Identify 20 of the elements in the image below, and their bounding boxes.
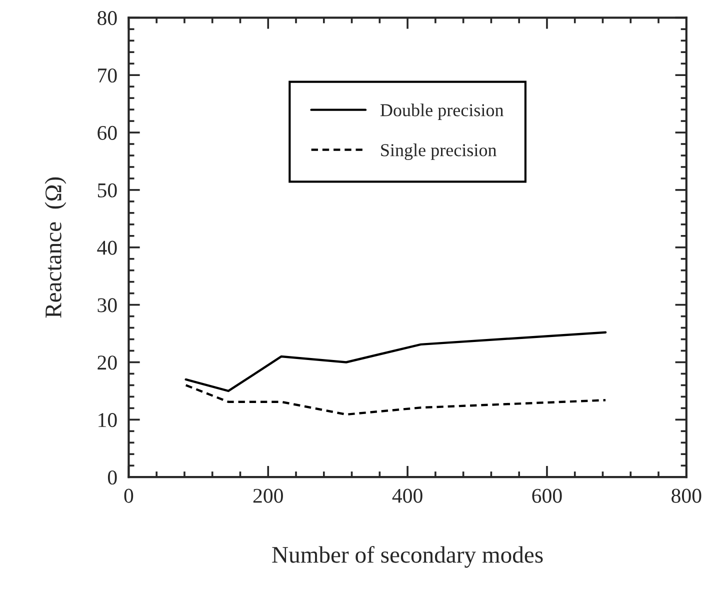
x-tick-label: 200 [253,488,283,503]
y-tick-label: 80 [98,11,117,26]
y-tick-label: 60 [98,126,117,140]
y-tick-label: 10 [98,413,117,428]
legend-label: Single precision [381,144,496,160]
y-tick-label: 70 [98,68,117,83]
y-axis-title: Reactance (Ω) [44,177,66,318]
x-tick-label: 600 [532,488,562,503]
line-series [184,331,607,392]
y-tick-label: 0 [108,470,117,485]
y-tick-label: 50 [98,183,117,198]
y-tick-label: 40 [97,240,117,255]
x-tick-label: 400 [392,488,422,503]
y-tick-label: 20 [98,356,117,370]
legend-label: Double precision [380,104,504,120]
x-tick-label: 0 [124,488,134,503]
line-series [184,384,607,416]
x-axis-title: Number of secondary modes [272,546,543,568]
x-tick-label: 800 [672,488,702,503]
y-tick-label: 30 [98,298,117,312]
